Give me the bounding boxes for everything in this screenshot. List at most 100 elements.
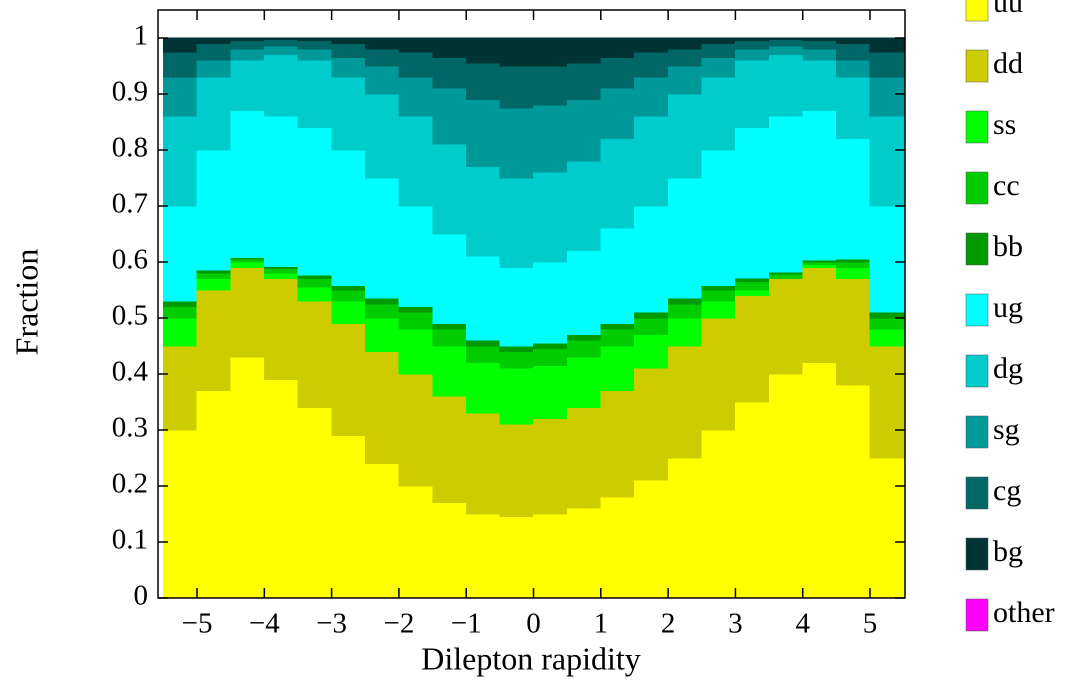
bar-segment: [836, 278, 871, 386]
bar-segment: [297, 37, 333, 42]
bar-segment: [869, 205, 905, 313]
bar-segment: [331, 76, 367, 151]
bar-segment: [802, 48, 838, 61]
bar-segment: [836, 138, 871, 260]
legend-label: uu: [993, 0, 1023, 19]
legend-label: cg: [993, 474, 1021, 507]
x-tick-label: 1: [594, 608, 609, 640]
bar-segment: [331, 285, 367, 291]
bar-segment: [398, 205, 434, 308]
bar-segment: [499, 267, 535, 347]
bar-segment: [331, 43, 367, 58]
bar-segment: [836, 261, 871, 268]
y-tick-label: 0.6: [112, 244, 148, 276]
bar-segment: [869, 51, 905, 78]
bar-segment: [701, 37, 737, 44]
bar-segment: [163, 205, 198, 302]
bar-segment: [667, 317, 703, 347]
bar-segment: [600, 328, 636, 347]
bar-segment: [600, 323, 636, 330]
y-tick-label: 0.1: [112, 524, 148, 556]
bar-segment: [600, 228, 636, 324]
bar-segment: [566, 508, 602, 599]
bar-segment: [869, 317, 905, 330]
bar-segment: [634, 116, 669, 207]
legend-label: bb: [993, 230, 1023, 263]
y-tick-label: 0.2: [112, 468, 148, 500]
bar-segment: [465, 340, 501, 347]
legend-label: sg: [993, 413, 1020, 446]
bar-segment: [566, 99, 602, 162]
legend-label: cc: [993, 169, 1020, 202]
bar-segment: [768, 116, 804, 273]
bar-segment: [163, 317, 198, 347]
bar-segment: [196, 149, 232, 271]
bar-segment: [364, 177, 400, 299]
bar-segment: [667, 298, 703, 305]
bar-segment: [230, 261, 266, 268]
bar-segment: [869, 37, 905, 53]
bar-segment: [398, 306, 434, 313]
bar-segment: [297, 48, 333, 61]
bar-segment: [701, 289, 737, 302]
bar-segment: [465, 62, 501, 100]
bar-segment: [701, 149, 737, 286]
bar-segment: [869, 76, 905, 117]
bar-segment: [432, 345, 468, 397]
bar-segment: [364, 317, 400, 352]
bar-segment: [768, 37, 804, 40]
bar-segment: [297, 40, 333, 50]
bar-segment: [465, 99, 501, 168]
y-tick-label: 1: [134, 20, 149, 52]
bar-segment: [264, 268, 299, 274]
bar-segment: [163, 37, 198, 53]
y-axis-label: Fraction: [8, 249, 44, 356]
bar-segment: [566, 334, 602, 341]
x-tick-label: 2: [661, 608, 676, 640]
bar-segment: [499, 516, 535, 599]
bar-segment: [297, 407, 333, 599]
legend-label: other: [993, 596, 1055, 629]
bar-segment: [701, 43, 737, 58]
bar-segment: [634, 312, 669, 319]
bar-segment: [701, 317, 737, 431]
bar-segment: [432, 502, 468, 599]
y-tick-label: 0.4: [112, 356, 149, 388]
bar-segment: [735, 289, 770, 296]
bar-segment: [264, 54, 299, 117]
bar-segment: [600, 138, 636, 229]
bar-segment: [163, 306, 198, 319]
bar-segment: [264, 266, 299, 270]
bar-segment: [465, 37, 501, 64]
bar-segment: [735, 37, 770, 42]
bar-segment: [163, 51, 198, 78]
bar-segment: [297, 127, 333, 276]
bar-segment: [331, 57, 367, 78]
bar-segment: [432, 396, 468, 504]
bar-segment: [297, 300, 333, 408]
bar-segment: [331, 149, 367, 286]
legend-swatch: [965, 537, 989, 571]
bar-segment: [735, 60, 770, 128]
bar-segment: [398, 328, 434, 375]
x-tick-label: −1: [451, 608, 482, 640]
bar-segment: [163, 429, 198, 599]
bar-segment: [802, 110, 838, 261]
bar-segment: [768, 373, 804, 599]
x-tick-label: 5: [863, 608, 878, 640]
bar-segment: [566, 340, 602, 358]
bar-segment: [264, 37, 299, 40]
bar-segment: [264, 116, 299, 267]
bar-segment: [364, 93, 400, 179]
bar-segment: [802, 362, 838, 599]
bar-segment: [432, 88, 468, 145]
bar-segment: [465, 412, 501, 515]
bar-segment: [667, 48, 703, 67]
bar-segment: [364, 37, 400, 50]
bar-segment: [230, 48, 266, 61]
bar-segment: [196, 278, 232, 291]
bar-segment: [230, 40, 266, 50]
bar-segment: [533, 365, 568, 420]
bar-segment: [802, 264, 838, 268]
bar-segment: [836, 60, 871, 78]
